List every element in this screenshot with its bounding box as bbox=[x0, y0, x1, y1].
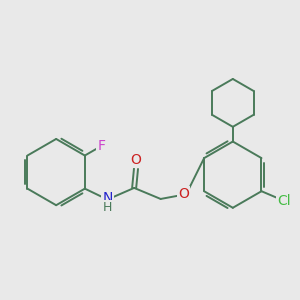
Text: O: O bbox=[178, 187, 189, 201]
Text: Cl: Cl bbox=[277, 194, 290, 208]
Text: H: H bbox=[103, 201, 112, 214]
Text: O: O bbox=[130, 153, 141, 166]
Text: N: N bbox=[103, 191, 113, 205]
Text: F: F bbox=[98, 139, 105, 153]
